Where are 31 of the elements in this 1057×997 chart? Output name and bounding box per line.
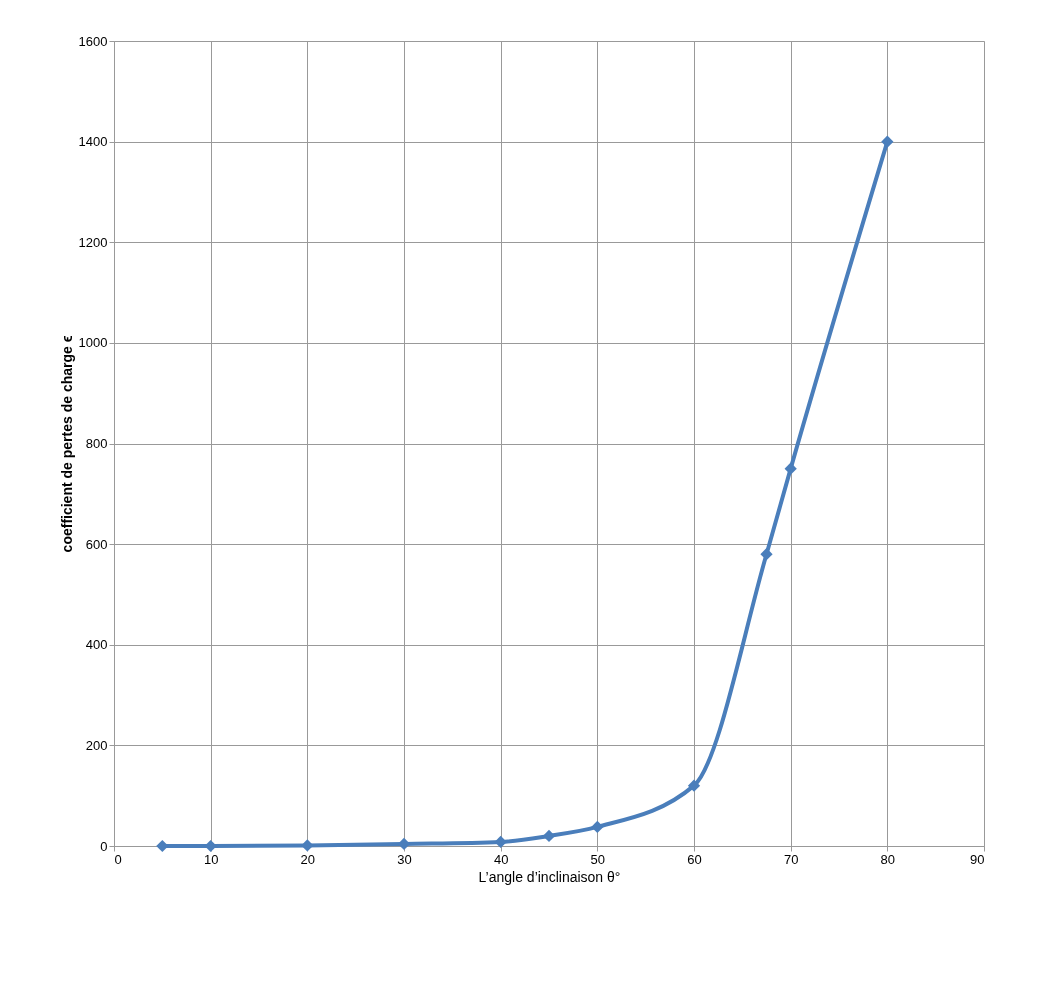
y-axis-title: coefficient de pertes de charge ϵ: [58, 335, 75, 553]
x-tick-label: 40: [493, 851, 509, 867]
y-tick-label: 600: [85, 536, 108, 552]
y-tick-label: 1400: [78, 134, 108, 150]
x-tick-label: 90: [970, 851, 985, 867]
x-tick-label: 50: [590, 851, 606, 867]
point: [204, 839, 217, 853]
x-tick-label: 80: [880, 851, 896, 867]
y-tick-label: 400: [85, 637, 108, 653]
point: [687, 779, 701, 792]
y-tick-label: 0: [100, 838, 108, 854]
x-tick-label: 30: [397, 851, 412, 867]
y-tick-label: 1600: [78, 33, 108, 49]
point: [760, 548, 773, 561]
x-tick-label: 20: [300, 851, 316, 867]
x-tick-label: 10: [203, 851, 219, 867]
y-tick-label: 200: [85, 737, 108, 753]
point: [542, 829, 556, 843]
point: [784, 462, 797, 475]
point: [156, 839, 169, 853]
point: [881, 135, 894, 148]
x-tick-label: 0: [114, 851, 122, 867]
x-axis-title: L’angle d’inclinaison θ°: [478, 868, 621, 885]
point: [494, 835, 507, 849]
x-tick-label: 70: [783, 851, 799, 867]
y-tick-label: 800: [85, 436, 108, 451]
x-tick-label: 60: [687, 851, 702, 867]
point: [591, 820, 604, 834]
y-tick-label: 1200: [78, 234, 108, 250]
y-tick-label: 1000: [78, 335, 108, 351]
point: [397, 837, 411, 851]
